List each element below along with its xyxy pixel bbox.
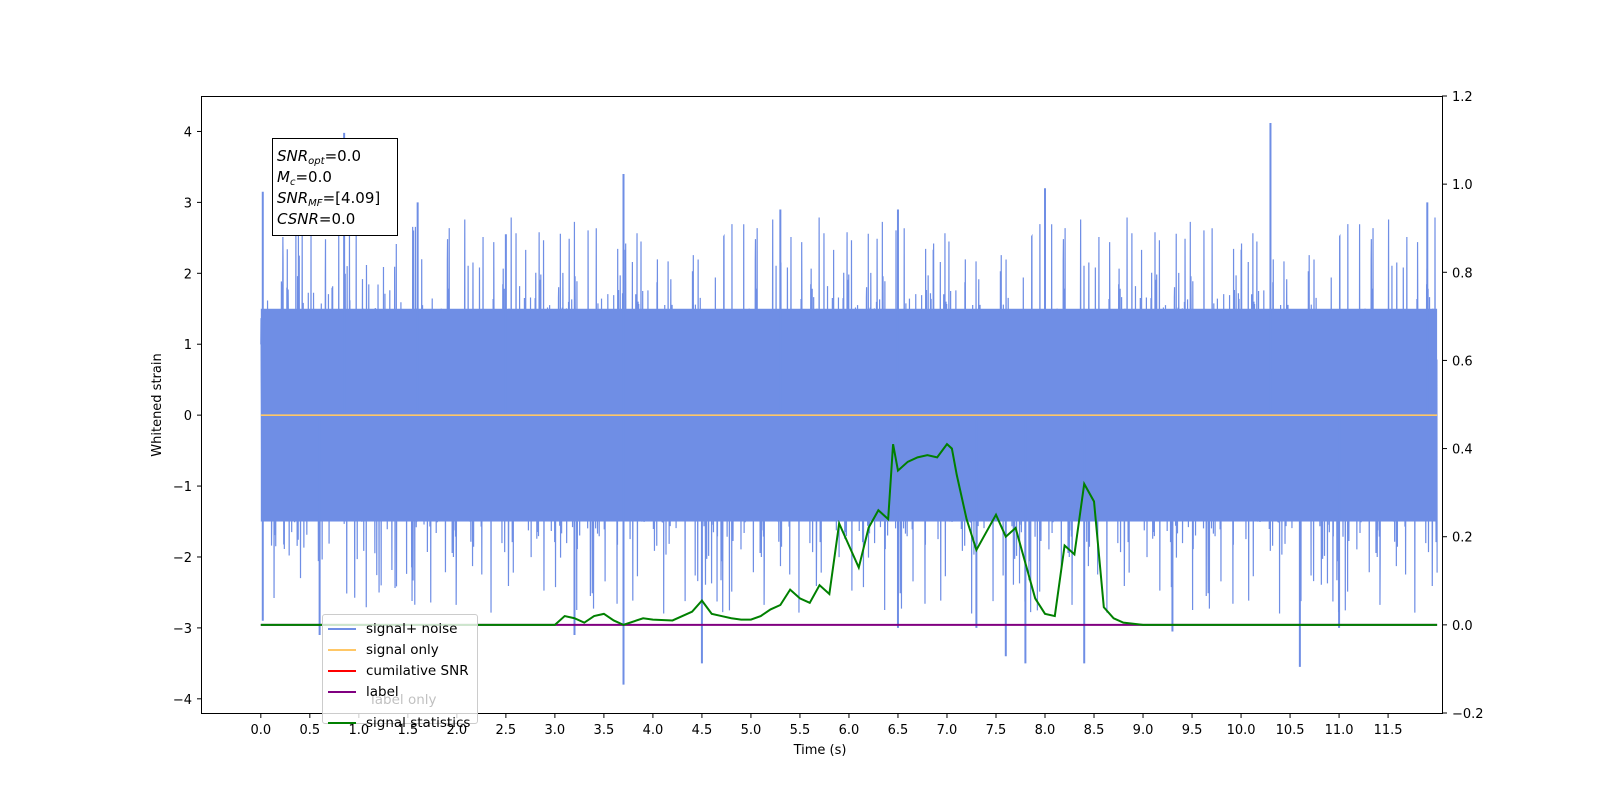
- csnr-row: CSNR=0.0: [277, 210, 356, 228]
- x-tick-label: 9.0: [1133, 723, 1154, 738]
- x-tick-label: 6.0: [839, 723, 860, 738]
- y-tick-label: −2: [173, 551, 192, 566]
- legend-swatch: [328, 648, 356, 651]
- x-tick-label: 10.5: [1276, 723, 1305, 738]
- x-axis: 0.0 0.5 1.0 1.5 2.0 2.5 3.0 3.5 4.0 4.5 5.0 5.5 6.0 6…: [250, 713, 1403, 738]
- x-axis-label: Time (s): [793, 743, 847, 758]
- legend-entry-cumulative-snr: cumilative SNR: [328, 660, 477, 681]
- plot-frame: [201, 96, 1443, 714]
- y-tick-label: −4: [173, 693, 192, 708]
- y-tick-label: 2: [184, 267, 192, 282]
- legend-entry-signal-only: signal only: [328, 639, 477, 660]
- x-tick-label: 1.5: [398, 723, 419, 738]
- x-tick-label: 4.5: [692, 723, 713, 738]
- y2-tick-label: 1.0: [1452, 178, 1473, 193]
- legend-entry-label-only: label only: [371, 692, 437, 708]
- y-tick-label: 1: [184, 338, 192, 353]
- x-tick-label: 0.0: [250, 723, 271, 738]
- x-tick-label: 0.5: [299, 723, 320, 738]
- plot-area: [260, 122, 1438, 685]
- signal-statistics-box: SNRopt=0.0 Mc=0.0 SNRMF=[4.09] CSNR=0.0: [272, 138, 398, 236]
- x-tick-label: 8.5: [1084, 723, 1105, 738]
- y-tick-label: 0: [184, 409, 192, 424]
- x-tick-label: 7.0: [937, 723, 958, 738]
- snr-opt-row: SNRopt=0.0: [277, 147, 361, 167]
- x-tick-label: 10.0: [1227, 723, 1256, 738]
- y-tick-label: −3: [173, 622, 192, 637]
- legend-swatch: [328, 669, 356, 672]
- x-tick-label: 4.0: [643, 723, 664, 738]
- x-tick-label: 11.0: [1325, 723, 1354, 738]
- legend: signal+ noise signal only cumilative SNR…: [322, 614, 478, 731]
- y-axis-right: 1.2 1.0 0.8 0.6 0.4 0.2 0.0 −0.2: [1442, 90, 1484, 722]
- x-tick-label: 3.0: [545, 723, 566, 738]
- x-tick-label: 6.5: [888, 723, 909, 738]
- series-signal-statistics: [260, 442, 1438, 626]
- y-tick-label: 4: [184, 125, 192, 140]
- chirp-mass-row: Mc=0.0: [277, 168, 332, 188]
- legend-swatch: [328, 627, 356, 630]
- y2-tick-label: 0.4: [1452, 443, 1473, 458]
- y-axis-left: 4 3 2 1 0 −1 −2 −3 −4: [173, 125, 202, 708]
- y2-tick-label: 0.2: [1452, 531, 1473, 546]
- y2-tick-label: 0.6: [1452, 354, 1473, 369]
- x-tick-label: 7.5: [986, 723, 1007, 738]
- y-axis-label: Whitened strain: [150, 353, 165, 456]
- y-tick-label: 3: [184, 196, 192, 211]
- legend-swatch: [328, 721, 356, 724]
- y-tick-label: −1: [173, 480, 192, 495]
- x-tick-label: 1.0: [348, 723, 369, 738]
- legend-entry-signal-statistics: signal statistics: [328, 712, 477, 733]
- x-tick-label: 8.0: [1035, 723, 1056, 738]
- y2-tick-label: 0.8: [1452, 266, 1473, 281]
- x-tick-label: 2.5: [496, 723, 517, 738]
- x-tick-label: 5.0: [741, 723, 762, 738]
- x-tick-label: 9.5: [1182, 723, 1203, 738]
- legend-entry-label: label label only: [328, 681, 477, 708]
- x-tick-label: 5.5: [790, 723, 811, 738]
- y2-tick-label: 0.0: [1452, 619, 1473, 634]
- x-tick-label: 11.5: [1374, 723, 1403, 738]
- y2-tick-label: 1.2: [1452, 90, 1473, 105]
- snr-mf-row: SNRMF=[4.09]: [277, 189, 381, 209]
- x-tick-label: 2.0: [447, 723, 468, 738]
- legend-entry-signal-noise: signal+ noise: [328, 618, 477, 639]
- x-tick-label: 3.5: [594, 723, 615, 738]
- y2-tick-label: −0.2: [1452, 707, 1484, 722]
- legend-swatch: [328, 690, 356, 693]
